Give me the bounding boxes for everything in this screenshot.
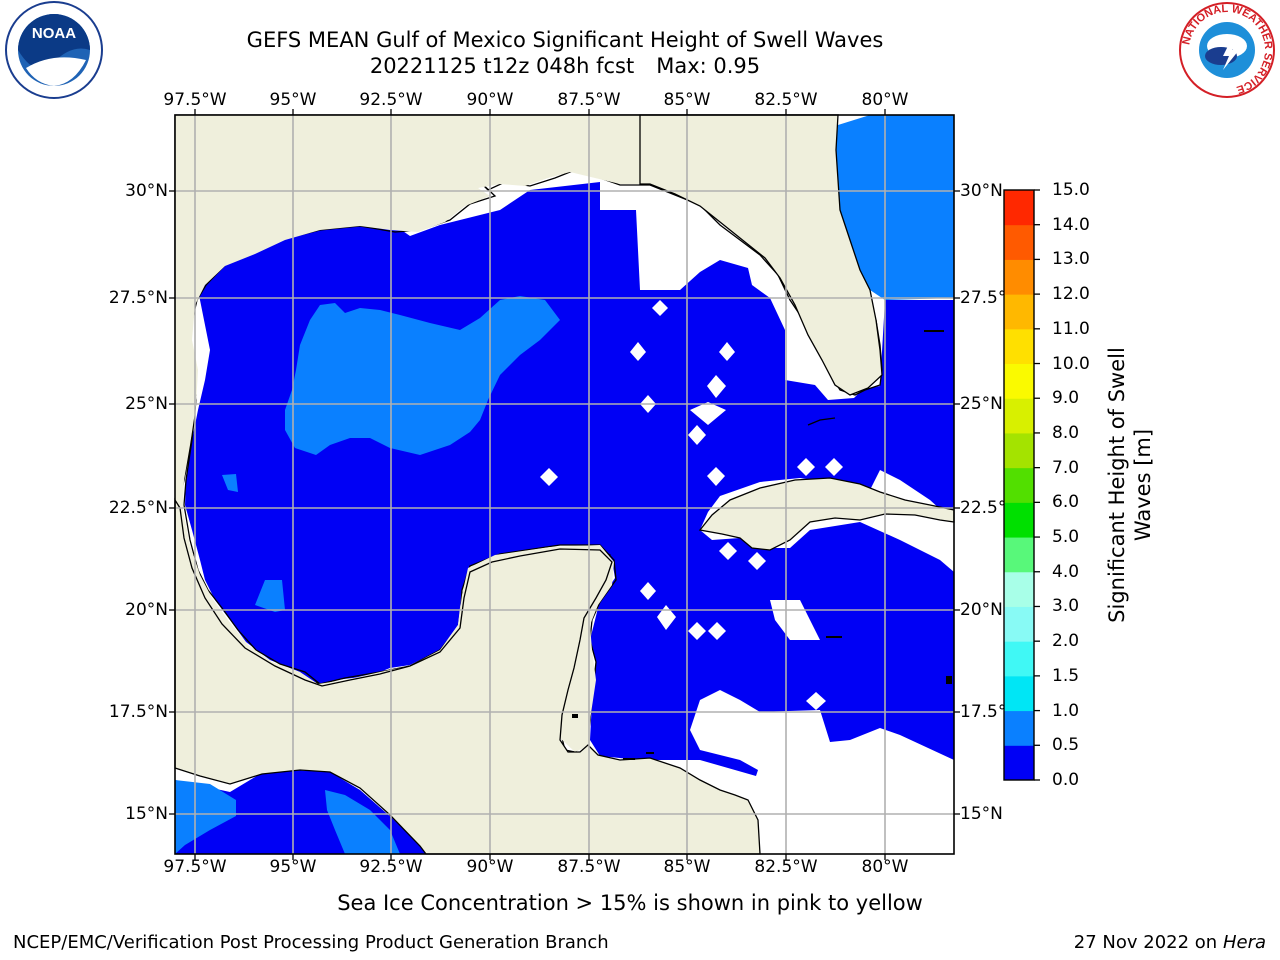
colorbar-tick-label: 12.0 — [1052, 284, 1090, 305]
lon-label-top: 92.5°W — [359, 90, 423, 110]
lat-label-left: 22.5°N — [108, 498, 168, 518]
lon-label-bottom: 82.5°W — [754, 857, 818, 877]
lon-label-top: 95°W — [269, 90, 317, 110]
lon-label-bottom: 80°W — [861, 857, 909, 877]
swell-height-mid-field — [175, 115, 954, 854]
lon-label-bottom: 92.5°W — [359, 857, 423, 877]
lon-label-top: 80°W — [861, 90, 909, 110]
max-value: Max: 0.95 — [656, 54, 761, 78]
small-islands — [572, 330, 952, 760]
lon-label-top: 82.5°W — [754, 90, 818, 110]
colorbar-tick-label: 8.0 — [1052, 422, 1080, 443]
lon-label-top: 87.5°W — [557, 90, 621, 110]
lat-label-right: 25°N — [960, 394, 1003, 414]
chart-subtitle: 20221125 t12z 048h fcst Max: 0.95 — [0, 54, 1130, 78]
generation-date: 27 Nov 2022 on Hera — [1073, 932, 1266, 953]
colorbar-tick-label: 0.5 — [1052, 735, 1080, 756]
lat-label-right: 17.5°N — [960, 702, 1020, 722]
lon-label-bottom: 87.5°W — [557, 857, 621, 877]
colorbar-tick-label: 4.0 — [1052, 561, 1080, 582]
colorbar-tick-label: 9.0 — [1052, 388, 1080, 409]
map-frame — [174, 114, 955, 855]
colorbar-tick-label: 14.0 — [1052, 214, 1090, 235]
lon-label-bottom: 95°W — [269, 857, 317, 877]
host-name: Hera — [1222, 932, 1266, 953]
map-gridlines — [175, 115, 954, 854]
colorbar-tick-label: 1.0 — [1052, 700, 1080, 721]
colorbar-tick-label: 15.0 — [1052, 180, 1090, 200]
noaa-logo-icon: NOAA — [5, 1, 103, 99]
colorbar-tick-label: 3.0 — [1052, 596, 1080, 617]
lat-label-right: 30°N — [960, 181, 1003, 201]
lat-label-right: 20°N — [960, 600, 1003, 620]
colorbar-tick-label: 13.0 — [1052, 249, 1090, 270]
florida-land — [639, 114, 883, 396]
lat-label-right: 27.5°N — [960, 288, 1020, 308]
colorbar-tick-label: 10.0 — [1052, 353, 1090, 374]
lat-label-left: 25°N — [125, 394, 168, 414]
lon-label-top: 85°W — [663, 90, 711, 110]
colorbar-title: Significant Height of Swell Waves [m] — [1105, 347, 1155, 623]
lon-label-bottom: 90°W — [466, 857, 514, 877]
colorbar-tick-label: 2.0 — [1052, 631, 1080, 652]
lat-label-left: 30°N — [125, 181, 168, 201]
colorbar-tick-label: 1.5 — [1052, 665, 1080, 686]
lat-label-left: 17.5°N — [108, 702, 168, 722]
svg-text:NOAA: NOAA — [32, 25, 76, 42]
branch-credit: NCEP/EMC/Verification Post Processing Pr… — [13, 932, 609, 953]
lat-label-right: 15°N — [960, 804, 1003, 824]
lon-label-top: 90°W — [466, 90, 514, 110]
chart-title: GEFS MEAN Gulf of Mexico Significant Hei… — [246, 28, 884, 52]
sea-ice-note: Sea Ice Concentration > 15% is shown in … — [337, 891, 923, 915]
forecast-date: 20221125 t12z 048h fcst — [369, 54, 635, 78]
map-ticks — [169, 109, 960, 860]
lat-label-left: 27.5°N — [108, 288, 168, 308]
lon-label-bottom: 85°W — [663, 857, 711, 877]
lon-label-top: 97.5°W — [163, 90, 227, 110]
colorbar-tick-label: 5.0 — [1052, 527, 1080, 548]
lon-label-bottom: 97.5°W — [163, 857, 227, 877]
lat-label-left: 20°N — [125, 600, 168, 620]
lat-label-right: 22.5°N — [960, 498, 1020, 518]
nws-logo-icon: NATIONAL WEATHER SERVICE — [1179, 2, 1275, 98]
colorbar-tick-label: 6.0 — [1052, 492, 1080, 513]
lat-label-left: 15°N — [125, 804, 168, 824]
colorbar-tick-label: 7.0 — [1052, 457, 1080, 478]
colorbar-tick-label: 0.0 — [1052, 770, 1080, 790]
colorbar-tick-label: 11.0 — [1052, 318, 1090, 339]
